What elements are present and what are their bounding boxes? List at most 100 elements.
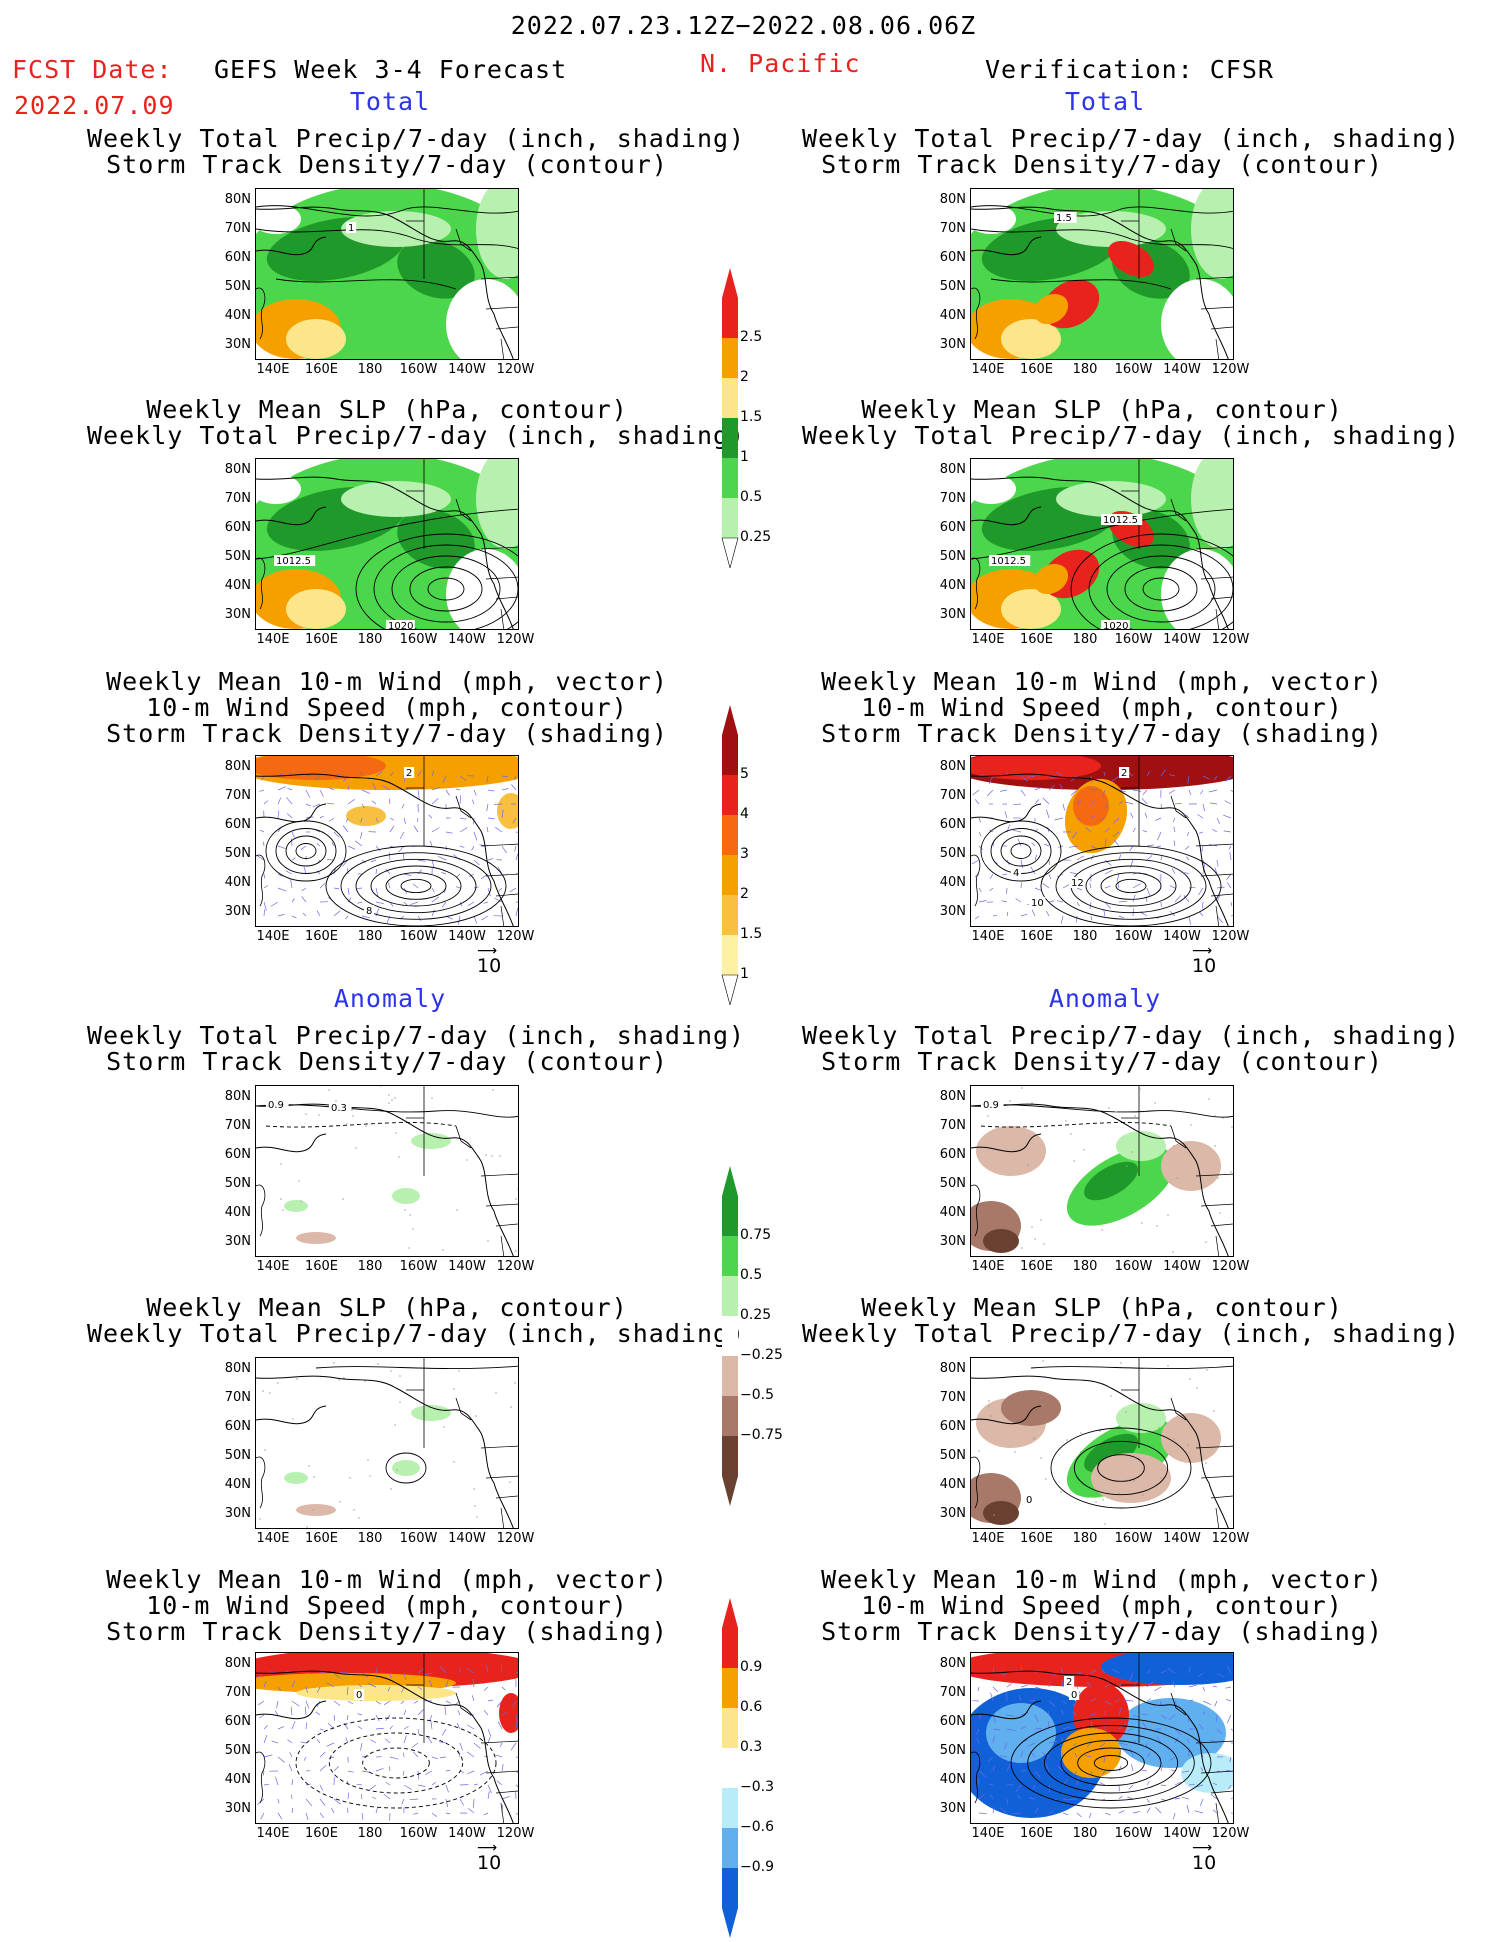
colorbar-label: 5 xyxy=(740,766,749,782)
lon-tick-label: 160E xyxy=(304,362,339,377)
section-anomaly-left: Anomaly xyxy=(333,984,447,1013)
colorbar-storm_total xyxy=(720,705,740,1009)
lat-tick-label: 80N xyxy=(224,1089,251,1104)
lon-tick-label: 180 xyxy=(1072,929,1098,944)
lon-tick-label: 160E xyxy=(304,1259,339,1274)
lat-tick-label: 70N xyxy=(939,1390,966,1405)
lon-tick-label: 160W xyxy=(1114,1259,1153,1274)
lat-tick-label: 70N xyxy=(939,221,966,236)
forecast-title: GEFS Week 3-4 Forecast xyxy=(214,55,568,84)
map-panel-slp-forecast: 1012.5 1020 xyxy=(255,458,519,630)
verification-title: Verification: CFSR xyxy=(985,55,1274,84)
colorbar-precip_total xyxy=(720,268,740,572)
lat-tick-label: 60N xyxy=(224,817,251,832)
colorbar-label: 0.3 xyxy=(740,1739,763,1755)
lat-tick-label: 70N xyxy=(224,221,251,236)
map-panel-aprecip-verification: 0.9 xyxy=(970,1085,1234,1257)
lat-tick-label: 70N xyxy=(224,1390,251,1405)
lon-tick-label: 140E xyxy=(256,1531,290,1546)
lon-tick-label: 120W xyxy=(496,1259,535,1274)
colorbar-swatch xyxy=(722,1868,738,1908)
lon-tick-label: 180 xyxy=(1072,1531,1098,1546)
lat-tick-label: 70N xyxy=(224,1118,251,1133)
colorbar-swatch xyxy=(722,458,738,498)
lon-tick-label: 160W xyxy=(1114,632,1153,647)
lat-tick-label: 50N xyxy=(224,846,251,861)
panel-title-line: Storm Track Density/7-day (shading) xyxy=(106,719,668,748)
contour-label-10: 10 xyxy=(1031,898,1044,909)
lon-tick-label: 180 xyxy=(1072,1259,1098,1274)
colorbar-swatch xyxy=(722,1788,738,1828)
colorbar-swatch xyxy=(722,855,738,895)
lon-tick-label: 120W xyxy=(496,1826,535,1841)
panel-title-line: Weekly Total Precip/7-day (inch, shading… xyxy=(87,124,746,153)
fcst-date-value: 2022.07.09 xyxy=(14,91,175,120)
lat-tick-label: 50N xyxy=(939,1176,966,1191)
lon-tick-label: 120W xyxy=(1211,1259,1250,1274)
lon-tick-label: 120W xyxy=(1211,929,1250,944)
lat-tick-label: 80N xyxy=(224,759,251,774)
lon-tick-label: 140E xyxy=(256,1259,290,1274)
lat-tick-label: 30N xyxy=(939,337,966,352)
lat-tick-label: 50N xyxy=(939,846,966,861)
lat-tick-label: 30N xyxy=(939,904,966,919)
panel-title-line: Weekly Total Precip/7-day (inch, shading… xyxy=(87,1319,746,1348)
map-panel-awind-forecast: 0 xyxy=(255,1652,519,1824)
colorbar-swatch xyxy=(722,1748,738,1788)
lat-tick-label: 70N xyxy=(224,788,251,803)
colorbar-swatch xyxy=(722,298,738,338)
lat-tick-label: 40N xyxy=(939,308,966,323)
lat-tick-label: 80N xyxy=(224,1361,251,1376)
panel-title-line: Storm Track Density/7-day (contour) xyxy=(821,150,1383,179)
lon-tick-label: 160E xyxy=(304,1826,339,1841)
contour-label-0: 0 xyxy=(1026,1495,1032,1506)
colorbar-swatch xyxy=(722,735,738,775)
panel-title-line: Weekly Mean 10-m Wind (mph, vector) xyxy=(821,667,1383,696)
lat-tick-label: 60N xyxy=(224,1419,251,1434)
colorbar-swatch xyxy=(722,1436,738,1476)
lon-tick-label: 140W xyxy=(448,1826,486,1841)
lat-tick-label: 80N xyxy=(939,1089,966,1104)
map-panel-aprecip-forecast: 0.9 0.3 xyxy=(255,1085,519,1257)
lat-tick-label: 60N xyxy=(939,817,966,832)
lon-tick-label: 140E xyxy=(971,632,1005,647)
vector-reference: 10 xyxy=(1192,1852,1217,1874)
lat-tick-label: 40N xyxy=(939,1477,966,1492)
contour-label-1012: 1012.5 xyxy=(276,556,311,567)
colorbar-label: 0.25 xyxy=(740,1307,772,1323)
lon-tick-label: 180 xyxy=(357,1259,383,1274)
panel-title-line: Storm Track Density/7-day (contour) xyxy=(106,1047,668,1076)
vector-reference: 10 xyxy=(477,955,502,977)
map-panel-aslp-verification: 0 xyxy=(970,1357,1234,1529)
colorbar-label: 2 xyxy=(740,369,749,385)
lat-tick-label: 50N xyxy=(224,1176,251,1191)
panel-title-line: 10-m Wind Speed (mph, contour) xyxy=(861,1591,1343,1620)
colorbar-swatch xyxy=(722,935,738,975)
lat-tick-label: 40N xyxy=(939,1205,966,1220)
lat-tick-label: 60N xyxy=(224,520,251,535)
colorbar-swatch xyxy=(722,1396,738,1436)
lon-tick-label: 160W xyxy=(1114,362,1153,377)
panel-title-line: Weekly Total Precip/7-day (inch, shading… xyxy=(802,421,1461,450)
lat-tick-label: 40N xyxy=(224,875,251,890)
lat-tick-label: 50N xyxy=(939,1743,966,1758)
map-panel-slp-verification: 1012.5 1020 1012.5 xyxy=(970,458,1234,630)
vector-arrow-icon: ⟶ xyxy=(477,943,498,959)
fcst-date-label: FCST Date: xyxy=(12,55,173,84)
colorbar-swatch xyxy=(722,1276,738,1316)
date-range-title: 2022.07.23.12Z−2022.08.06.06Z xyxy=(510,11,977,40)
map-panel-wind-verification: 2 4 10 12 xyxy=(970,755,1234,927)
contour-label-1012: 1012.5 xyxy=(991,556,1026,567)
lat-tick-label: 50N xyxy=(224,549,251,564)
contour-label-track: 1 xyxy=(348,223,354,234)
colorbar-label: −0.3 xyxy=(740,1779,774,1795)
contour-label-09: 0.9 xyxy=(983,1100,999,1111)
vector-reference: 10 xyxy=(477,1852,502,1874)
lat-tick-label: 30N xyxy=(939,607,966,622)
contour-label-0: 0 xyxy=(356,1690,362,1701)
lon-tick-label: 160W xyxy=(399,1826,438,1841)
colorbar-label: 1 xyxy=(740,449,749,465)
panel-title-line: Weekly Total Precip/7-day (inch, shading… xyxy=(87,1021,746,1050)
